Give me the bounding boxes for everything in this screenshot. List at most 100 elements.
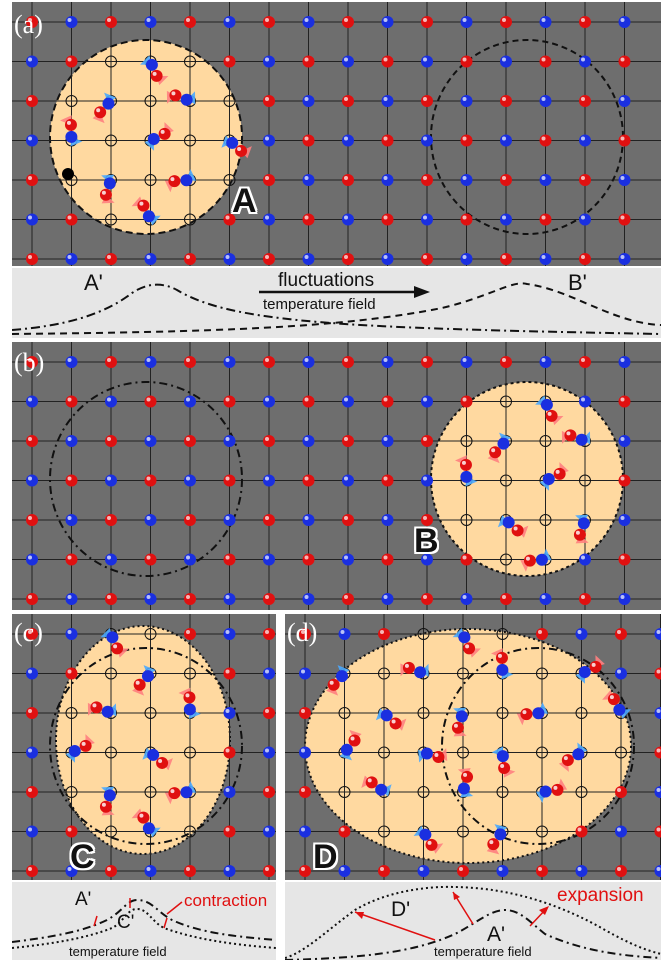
peak-label-a-prime: A' — [84, 270, 103, 295]
red-atom — [263, 95, 275, 107]
red-atom — [421, 435, 433, 447]
peak-label-b-prime: B' — [568, 270, 587, 295]
red-atom — [223, 553, 236, 566]
vacant-site — [579, 474, 591, 487]
lattice-a — [12, 2, 661, 266]
red-atom — [26, 95, 38, 107]
anion — [235, 144, 248, 157]
blue-atom — [263, 55, 275, 68]
red-atom — [381, 55, 394, 68]
vacant-site — [144, 707, 157, 719]
red-atom — [299, 786, 311, 798]
red-atom — [223, 825, 236, 838]
blue-atom — [381, 593, 394, 605]
anion — [589, 660, 602, 673]
red-atom — [342, 593, 354, 605]
cation — [458, 631, 471, 644]
red-atom — [26, 865, 38, 877]
vacant-site — [144, 628, 157, 640]
blue-atom — [342, 553, 354, 566]
cation — [494, 828, 507, 841]
anion — [495, 651, 508, 664]
anion — [520, 708, 533, 721]
vacant-site — [338, 707, 351, 719]
anion — [489, 446, 502, 459]
red-atom — [579, 16, 591, 28]
disordered-region — [430, 381, 624, 577]
anion — [451, 721, 464, 734]
region-label-c: C — [70, 838, 95, 876]
red-atom — [579, 253, 591, 265]
red-atom — [184, 514, 196, 526]
anion — [461, 770, 474, 783]
panel-c: (c) C — [12, 614, 276, 880]
lattice-c — [12, 614, 276, 880]
anion — [459, 458, 472, 471]
cation — [335, 670, 348, 683]
anion — [523, 554, 536, 567]
blue-atom — [302, 356, 315, 368]
blue-atom — [302, 253, 315, 265]
red-atom — [421, 174, 433, 186]
red-atom — [381, 395, 394, 408]
red-atom — [184, 628, 196, 640]
blue-atom — [26, 825, 38, 838]
red-atom — [302, 213, 315, 226]
peak-label-a-prime-c: A' — [75, 889, 92, 910]
cation — [542, 472, 555, 485]
red-atom — [26, 174, 38, 186]
blue-atom — [223, 707, 236, 719]
vacant-site — [65, 786, 78, 798]
red-atom — [105, 593, 117, 605]
red-atom — [421, 95, 433, 107]
blue-atom — [65, 628, 78, 640]
red-atom — [65, 667, 78, 680]
blue-atom — [460, 95, 473, 107]
blue-atom — [26, 746, 38, 759]
blue-atom — [381, 16, 394, 28]
vacant-site — [184, 134, 196, 147]
red-atom — [539, 55, 552, 68]
vacant-site — [417, 786, 430, 798]
blue-atom — [26, 213, 38, 226]
cation — [539, 785, 552, 798]
blue-atom — [421, 395, 433, 408]
cation — [68, 744, 81, 757]
blue-atom — [65, 593, 78, 605]
cation — [460, 470, 473, 483]
vacant-site — [575, 786, 588, 798]
blue-atom — [381, 253, 394, 265]
red-atom — [421, 16, 433, 28]
blue-atom — [460, 16, 473, 28]
blue-atom — [26, 667, 38, 680]
vacant-site — [184, 213, 196, 226]
red-atom — [263, 865, 275, 877]
vacant-site — [378, 825, 390, 838]
red-atom — [263, 707, 275, 719]
blue-atom — [539, 16, 552, 28]
vacant-site — [144, 174, 157, 186]
blue-atom — [500, 134, 512, 147]
expansion-arrowhead-2 — [453, 892, 460, 900]
anion — [348, 734, 361, 747]
red-atom — [65, 55, 78, 68]
anion — [487, 838, 500, 851]
red-atom — [223, 395, 236, 408]
anion — [90, 701, 103, 714]
anion — [365, 776, 378, 789]
blue-atom — [539, 95, 552, 107]
temperature-field-label-a: temperature field — [263, 296, 376, 313]
red-atom — [26, 786, 38, 798]
blue-atom — [460, 593, 473, 605]
curve-a-prime-c — [12, 898, 276, 943]
temperature-curves-c — [12, 898, 276, 949]
blue-atom — [575, 628, 588, 640]
red-atom — [144, 474, 157, 487]
red-atom — [618, 213, 631, 226]
cation — [496, 663, 509, 676]
blue-atom — [263, 667, 275, 680]
vacant-site — [378, 667, 390, 680]
blue-atom — [381, 95, 394, 107]
red-atom — [342, 16, 354, 28]
blue-atom — [144, 435, 157, 447]
